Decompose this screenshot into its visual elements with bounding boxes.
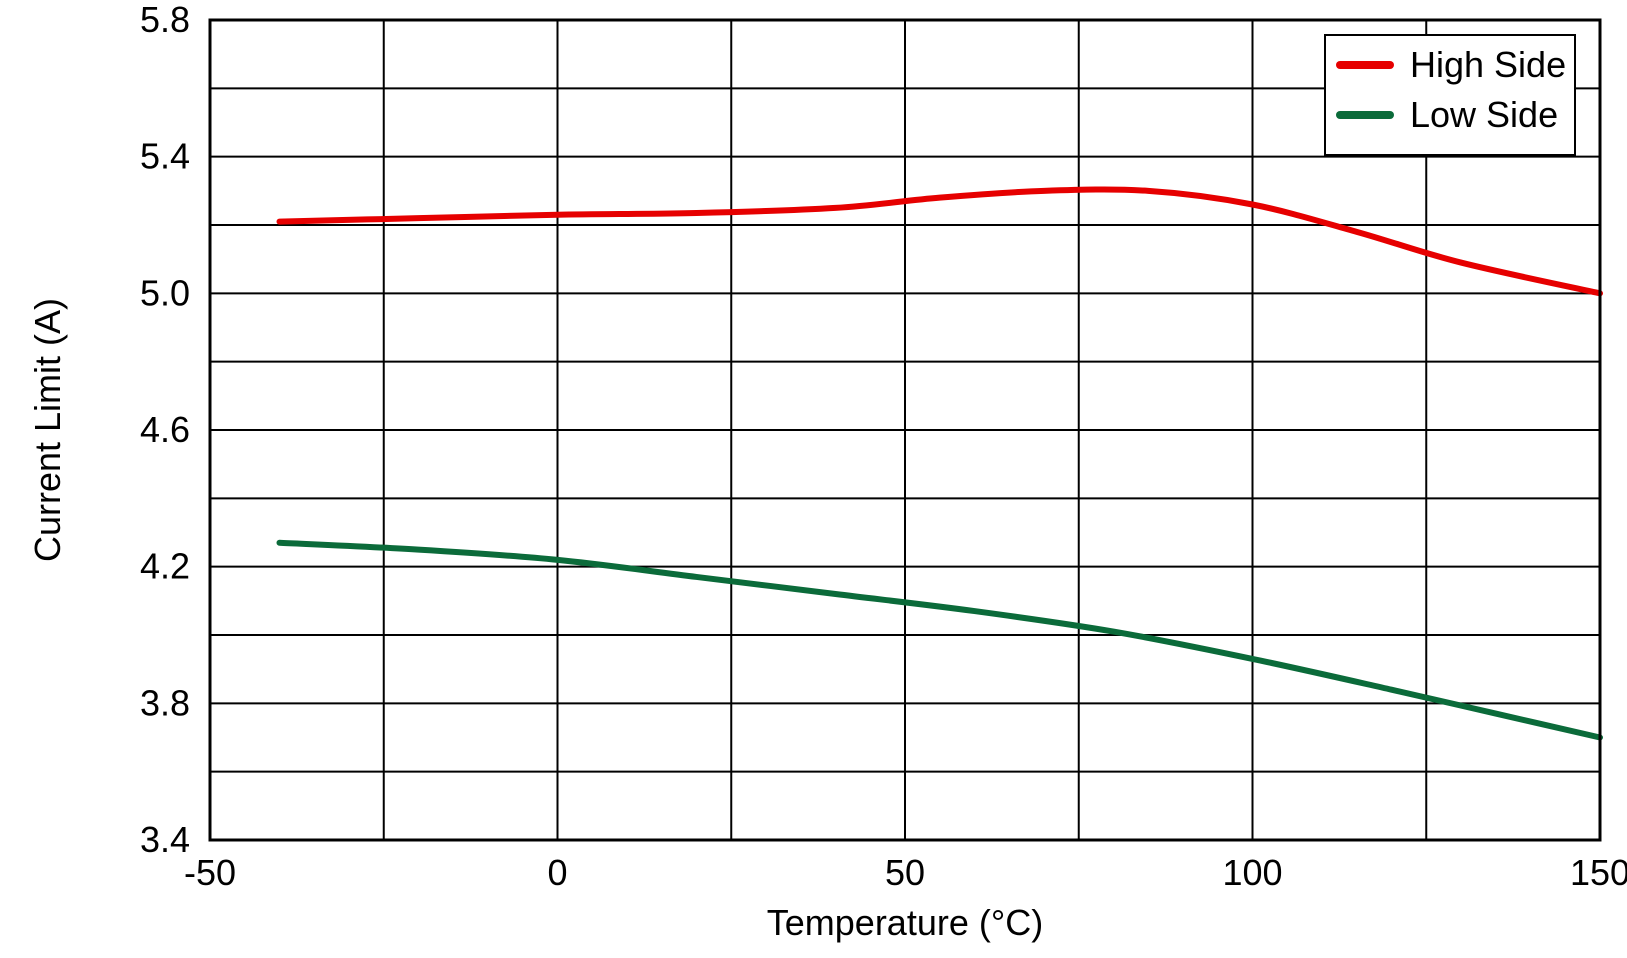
y-tick-label: 4.6 xyxy=(140,409,190,450)
y-tick-label: 3.8 xyxy=(140,682,190,723)
y-tick-label: 3.4 xyxy=(140,819,190,860)
line-chart: -50 0 50 100 150 3.4 3.8 4.2 4.6 5.0 5.4 5.8 Tempera… xyxy=(0,0,1627,958)
x-tick-label: 50 xyxy=(885,852,925,893)
y-tick-label: 5.8 xyxy=(140,0,190,40)
x-tick-label: -50 xyxy=(184,852,236,893)
y-tick-label: 5.0 xyxy=(140,272,190,313)
y-axis-label: Current Limit (A) xyxy=(27,298,68,562)
chart-container: -50 0 50 100 150 3.4 3.8 4.2 4.6 5.0 5.4 5.8 Tempera… xyxy=(0,0,1627,958)
legend-label: Low Side xyxy=(1410,94,1558,135)
y-tick-label: 4.2 xyxy=(140,546,190,587)
legend-label: High Side xyxy=(1410,44,1566,85)
legend: High Side Low Side xyxy=(1325,35,1575,155)
x-tick-label: 150 xyxy=(1570,852,1627,893)
y-tick-label: 5.4 xyxy=(140,136,190,177)
x-axis-label: Temperature (°C) xyxy=(767,902,1043,943)
x-tick-label: 100 xyxy=(1222,852,1282,893)
x-tick-label: 0 xyxy=(547,852,567,893)
